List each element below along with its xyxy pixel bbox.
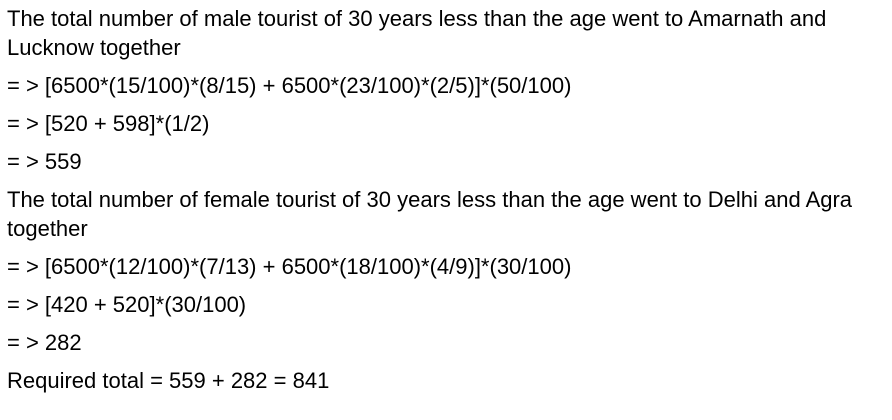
required-total: Required total = 559 + 282 = 841 — [7, 368, 330, 393]
female-tourist-question: The total number of female tourist of 30… — [7, 187, 853, 241]
female-calc-step-2: = > [420 + 520]*(30/100) — [7, 292, 247, 317]
male-calc-result: = > 559 — [7, 149, 82, 174]
female-calc-result: = > 282 — [7, 330, 82, 355]
female-calc-step-1: = > [6500*(12/100)*(7/13) + 6500*(18/100… — [7, 254, 572, 279]
male-tourist-question: The total number of male tourist of 30 y… — [7, 6, 827, 60]
male-calc-step-2: = > [520 + 598]*(1/2) — [7, 111, 210, 136]
solution-text: The total number of male tourist of 30 y… — [7, 4, 887, 395]
male-calc-step-1: = > [6500*(15/100)*(8/15) + 6500*(23/100… — [7, 73, 572, 98]
